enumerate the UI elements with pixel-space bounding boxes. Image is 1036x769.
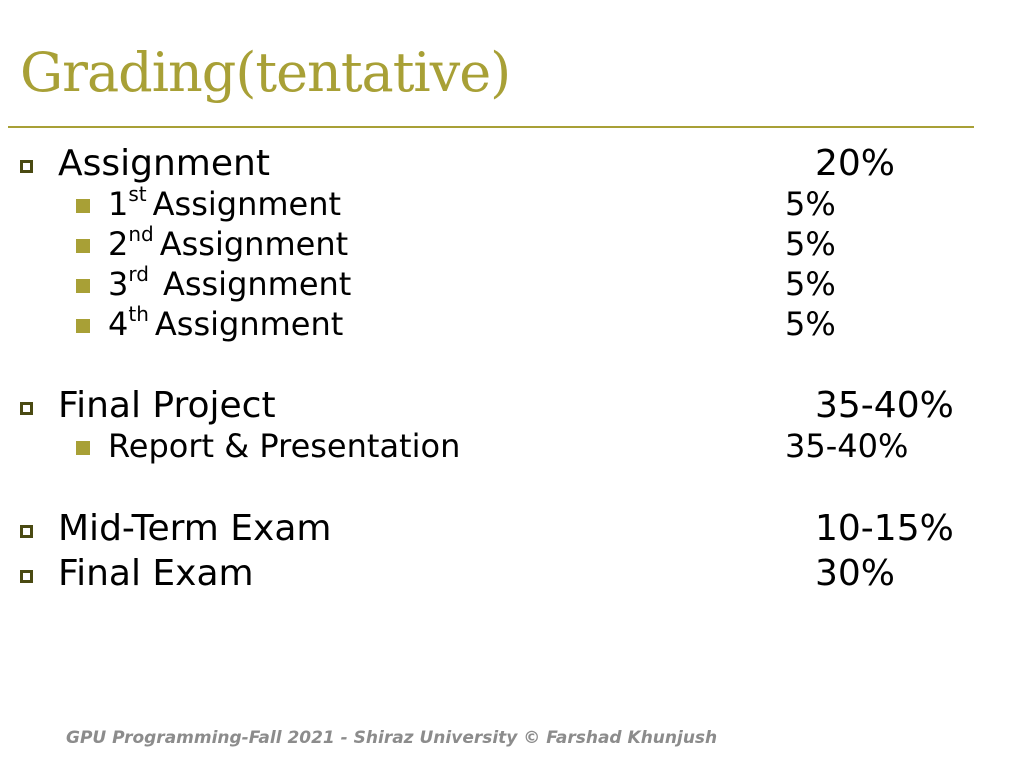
- filled-square-bullet-icon: [76, 319, 90, 333]
- item-percent: 30%: [815, 553, 896, 594]
- item-label: Final Project: [58, 385, 276, 426]
- filled-square-bullet-icon: [76, 279, 90, 293]
- filled-square-bullet-icon: [76, 199, 90, 213]
- filled-square-bullet-icon: [76, 441, 90, 455]
- subitem-label: 4th Assignment: [108, 302, 344, 343]
- grading-item-assignment: Assignment 20%: [20, 146, 980, 186]
- subitem-percent: 35-40%: [785, 427, 909, 465]
- item-label: Mid-Term Exam: [58, 508, 332, 549]
- subitem-label: 2nd Assignment: [108, 222, 349, 263]
- item-percent: 20%: [815, 143, 896, 184]
- grading-item-final-exam: Final Exam 30%: [20, 556, 1000, 596]
- item-percent: 10-15%: [815, 508, 954, 549]
- filled-square-bullet-icon: [76, 239, 90, 253]
- subitem-assignment-3: 3rd Assignment 5%: [76, 262, 876, 304]
- slide-title: Grading(tentative): [20, 41, 511, 104]
- subitem-label: Report & Presentation: [108, 427, 461, 465]
- subitem-percent: 5%: [785, 185, 836, 223]
- hollow-square-bullet-icon: [20, 402, 33, 415]
- subitem-percent: 5%: [785, 265, 836, 303]
- hollow-square-bullet-icon: [20, 570, 33, 583]
- hollow-square-bullet-icon: [20, 525, 33, 538]
- item-label: Final Exam: [58, 553, 254, 594]
- item-label: Assignment: [58, 143, 270, 184]
- subitem-percent: 5%: [785, 225, 836, 263]
- subitem-assignment-4: 4th Assignment 5%: [76, 302, 876, 344]
- item-percent: 35-40%: [815, 385, 954, 426]
- slide-footer: GPU Programming-Fall 2021 - Shiraz Unive…: [66, 728, 718, 748]
- hollow-square-bullet-icon: [20, 160, 33, 173]
- subitem-label: 3rd Assignment: [108, 262, 352, 303]
- subitem-assignment-2: 2nd Assignment 5%: [76, 222, 876, 264]
- subitem-percent: 5%: [785, 305, 836, 343]
- title-divider: [8, 126, 974, 128]
- grading-item-midterm-exam: Mid-Term Exam 10-15%: [20, 511, 1000, 551]
- subitem-label: 1st Assignment: [108, 182, 342, 223]
- subitem-assignment-1: 1st Assignment 5%: [76, 182, 876, 224]
- subitem-report-presentation: Report & Presentation 35-40%: [76, 430, 956, 466]
- grading-item-final-project: Final Project 35-40%: [20, 388, 1000, 428]
